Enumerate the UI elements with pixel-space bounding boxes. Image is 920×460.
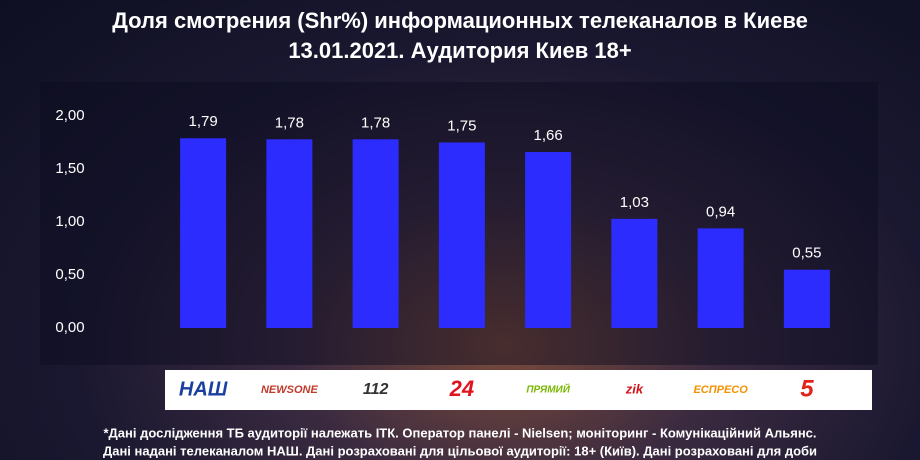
bar [525, 152, 572, 328]
channel-logo: zik [625, 381, 644, 396]
bar [180, 138, 227, 328]
logo-strip [165, 370, 872, 410]
chart-title: Доля смотрения (Shr%) информационных тел… [112, 8, 808, 33]
value-label: 0,94 [706, 203, 735, 220]
value-label: 1,03 [620, 194, 649, 211]
value-label: 1,79 [189, 113, 218, 130]
channel-logo: NEWSONE [261, 384, 319, 396]
bar [611, 218, 658, 328]
chart-subtitle: 13.01.2021. Аудитория Киев 18+ [288, 38, 631, 63]
channel-logo: 5 [800, 375, 814, 402]
bar [438, 142, 485, 328]
bar [783, 269, 830, 328]
y-tick-label: 2,00 [55, 107, 84, 124]
bar [352, 139, 399, 328]
y-tick-label: 1,00 [55, 213, 84, 230]
channel-logo: 24 [449, 376, 474, 401]
channel-logo: ЕСПРЕСО [693, 384, 748, 396]
channel-logo: 112 [363, 381, 389, 398]
channel-logo: ПРЯМИЙ [526, 383, 570, 396]
value-label: 1,78 [275, 114, 304, 131]
bar [266, 139, 313, 328]
value-label: 0,55 [792, 245, 821, 262]
footnote: *Дані дослідження ТБ аудиторії належать … [103, 425, 816, 440]
value-label: 1,75 [447, 117, 476, 134]
footnote: Дані надані телеканалом НАШ. Дані розрах… [103, 443, 817, 458]
value-label: 1,66 [534, 127, 563, 144]
y-tick-label: 0,00 [55, 319, 84, 336]
value-label: 1,78 [361, 114, 390, 131]
y-tick-label: 0,50 [55, 266, 84, 283]
bar [697, 228, 744, 328]
channel-logo: НАШ [179, 378, 228, 400]
y-tick-label: 1,50 [55, 160, 84, 177]
